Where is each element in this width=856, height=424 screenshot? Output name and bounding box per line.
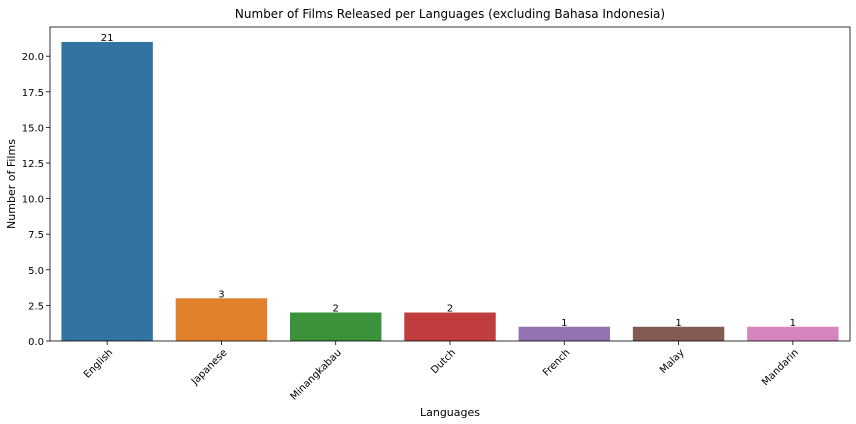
x-tick-label: Malay <box>658 347 687 376</box>
data-label: 3 <box>218 289 224 300</box>
y-tick-label: 10.0 <box>22 195 44 206</box>
data-label: 1 <box>675 318 681 329</box>
bar-dutch <box>404 312 496 341</box>
bar-mandarin <box>747 326 839 341</box>
chart-title: Number of Films Released per Languages (… <box>235 7 665 21</box>
x-tick-label: Japanese <box>189 347 230 388</box>
y-tick-label: 0.0 <box>28 337 44 348</box>
y-tick-label: 7.5 <box>28 230 44 241</box>
y-tick-label: 17.5 <box>22 88 44 99</box>
bar-minangkabau <box>290 312 382 341</box>
x-tick-label: Dutch <box>429 347 458 376</box>
y-tick-label: 15.0 <box>22 123 44 134</box>
x-tick-label: French <box>541 347 572 378</box>
x-axis-label: Languages <box>420 406 480 419</box>
data-label: 1 <box>790 318 796 329</box>
plot-frame <box>49 26 851 342</box>
y-tick-label: 2.5 <box>28 301 44 312</box>
plot-area: 0.02.55.07.510.012.515.017.520.021Englis… <box>22 33 839 403</box>
bar-japanese <box>175 298 268 341</box>
data-label: 1 <box>561 318 567 329</box>
x-tick-label: Minangkabau <box>289 347 344 402</box>
y-tick-label: 12.5 <box>22 159 44 170</box>
y-tick-label: 5.0 <box>28 266 44 277</box>
x-tick-label: Mandarin <box>760 347 801 388</box>
x-tick-label: English <box>82 347 115 380</box>
bar-malay <box>632 326 725 341</box>
data-label: 2 <box>447 304 453 315</box>
data-label: 21 <box>101 33 114 44</box>
bar-french <box>518 326 610 341</box>
data-label: 2 <box>333 304 339 315</box>
bar-english <box>61 41 153 341</box>
y-tick-label: 20.0 <box>22 52 44 63</box>
y-axis-label: Number of Films <box>5 139 18 229</box>
